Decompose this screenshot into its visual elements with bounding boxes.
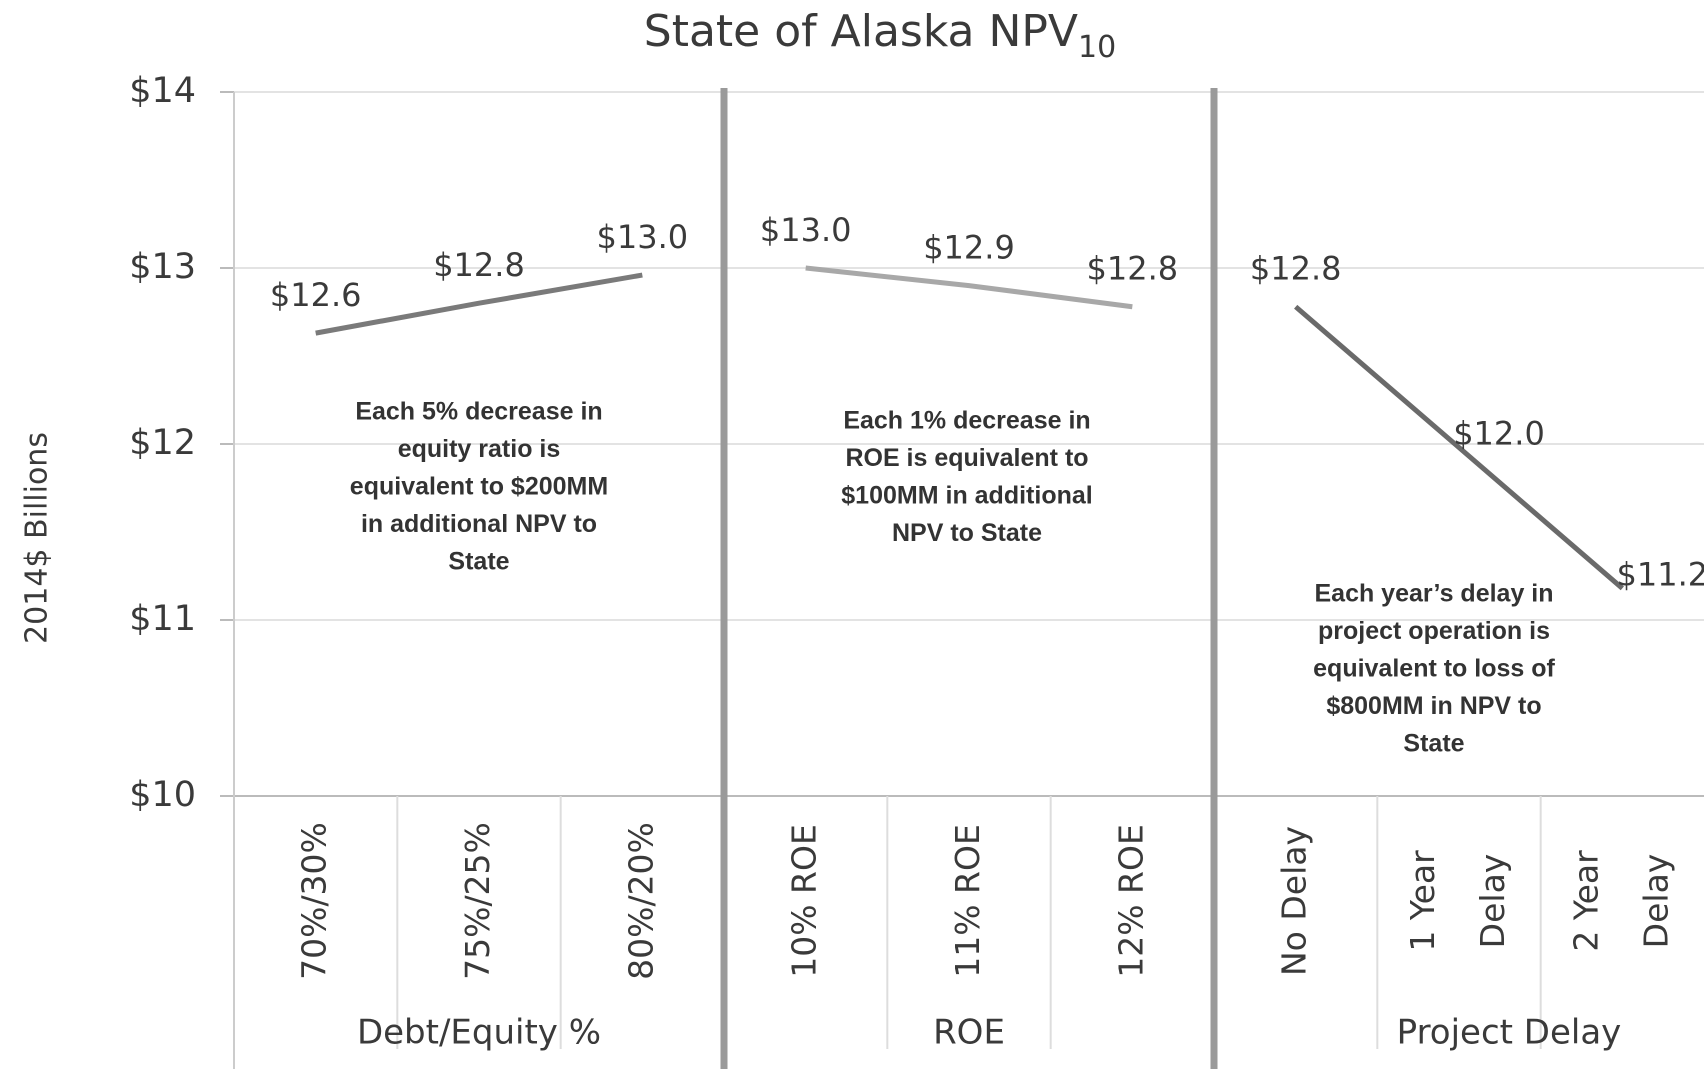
- series-line: [315, 272, 643, 336]
- y-tick-label: $14: [129, 71, 196, 111]
- x-tick-label: 75%/25%: [458, 822, 497, 980]
- data-label: $12.0: [1453, 415, 1545, 453]
- data-label: $12.8: [1087, 250, 1179, 288]
- annotation: $100MM in additional: [841, 482, 1092, 510]
- x-tick-label: No Delay: [1274, 826, 1313, 976]
- chart-title: State of Alaska NPV10: [644, 6, 1116, 65]
- y-tick-label: $10: [129, 775, 196, 815]
- x-tick-label: 2 Year Delay: [1566, 850, 1675, 952]
- x-tick-label: 11% ROE: [948, 824, 987, 978]
- annotation: project operation is: [1318, 617, 1550, 645]
- x-tick-label: 12% ROE: [1111, 824, 1150, 978]
- annotation: NPV to State: [892, 519, 1042, 547]
- x-tick-label: 10% ROE: [784, 824, 823, 978]
- annotation: equity ratio is: [398, 435, 561, 463]
- annotation: State: [1403, 730, 1464, 758]
- x-tick-label: 70%/30%: [294, 822, 333, 980]
- series-line: [1294, 304, 1624, 591]
- annotation: Each 5% decrease in: [355, 398, 602, 426]
- annotation: Each 1% decrease in: [843, 407, 1090, 435]
- annotation: $800MM in NPV to: [1326, 692, 1541, 720]
- x-tick-label: 80%/20%: [621, 822, 660, 980]
- data-label: $12.8: [1250, 250, 1342, 288]
- annotation: Each year’s delay in: [1314, 580, 1553, 608]
- y-tick-label: $12: [129, 423, 196, 463]
- y-tick-label: $13: [129, 247, 196, 287]
- annotation: equivalent to $200MM: [350, 473, 608, 501]
- annotation: equivalent to loss of: [1313, 655, 1555, 683]
- annotation: in additional NPV to: [361, 510, 597, 538]
- title-subscript: 10: [1078, 30, 1116, 65]
- y-tick-label: $11: [129, 599, 196, 639]
- data-label: $12.8: [433, 246, 525, 284]
- group-label: ROE: [933, 1013, 1005, 1053]
- data-label: $12.6: [270, 276, 362, 314]
- data-label: $11.2: [1617, 555, 1704, 593]
- group-label: Project Delay: [1397, 1013, 1622, 1053]
- y-axis-label: 2014$ Billions: [20, 432, 55, 644]
- annotation: State: [448, 548, 509, 576]
- data-label: $12.9: [923, 229, 1015, 267]
- series-line: [805, 265, 1133, 310]
- data-label: $13.0: [597, 218, 689, 256]
- group-label: Debt/Equity %: [357, 1013, 601, 1053]
- x-tick-label: 1 Year Delay: [1403, 850, 1512, 952]
- title-main: State of Alaska NPV: [644, 6, 1078, 57]
- data-label: $13.0: [760, 211, 852, 249]
- annotation: ROE is equivalent to: [845, 444, 1088, 472]
